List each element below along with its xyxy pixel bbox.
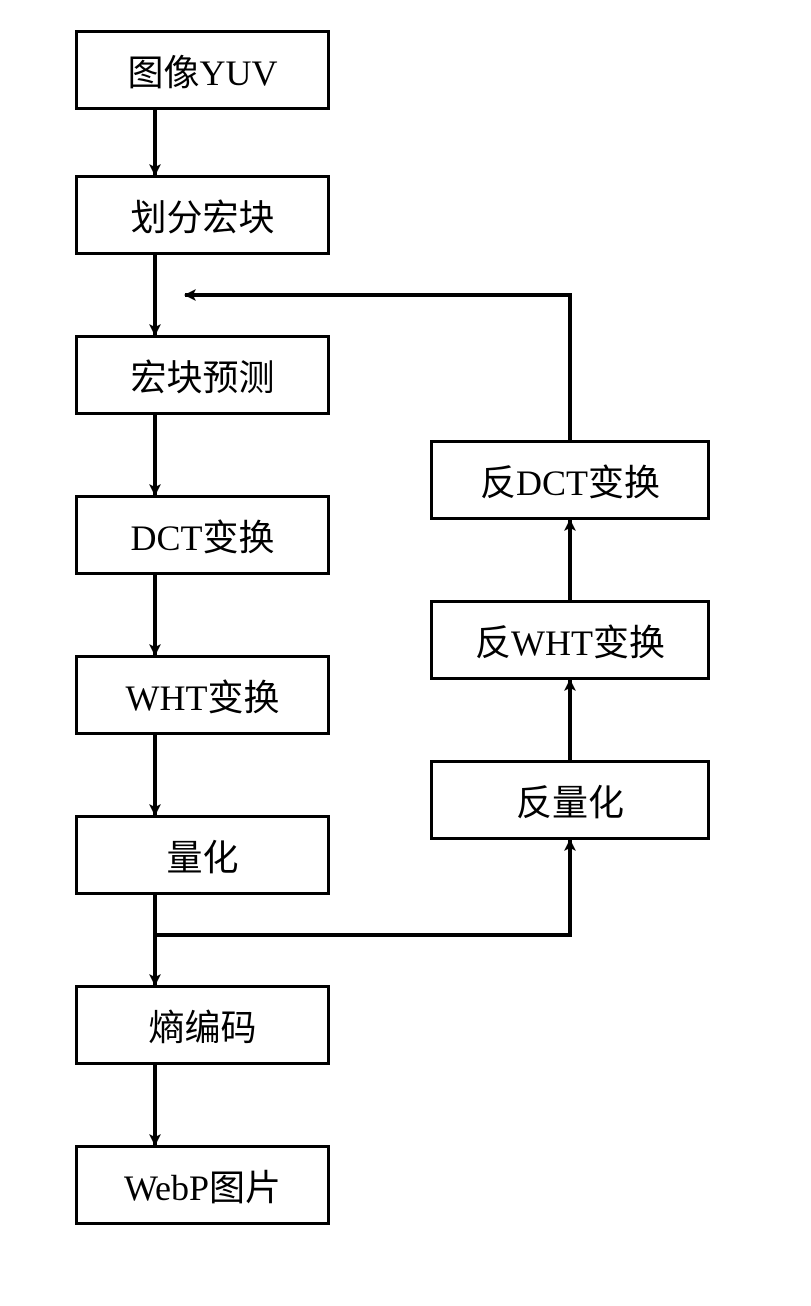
- node-dct-transform: DCT变换: [75, 495, 330, 575]
- node-wht-transform: WHT变换: [75, 655, 330, 735]
- node-inverse-quantization: 反量化: [430, 760, 710, 840]
- node-image-yuv: 图像YUV: [75, 30, 330, 110]
- node-inverse-wht: 反WHT变换: [430, 600, 710, 680]
- flowchart-canvas: 图像YUV 划分宏块 宏块预测 DCT变换 WHT变换 量化 熵编码 WebP图…: [0, 0, 811, 1306]
- node-inverse-dct: 反DCT变换: [430, 440, 710, 520]
- node-quantization: 量化: [75, 815, 330, 895]
- node-entropy-coding: 熵编码: [75, 985, 330, 1065]
- node-webp-image: WebP图片: [75, 1145, 330, 1225]
- node-macroblock-prediction: 宏块预测: [75, 335, 330, 415]
- node-partition-macroblock: 划分宏块: [75, 175, 330, 255]
